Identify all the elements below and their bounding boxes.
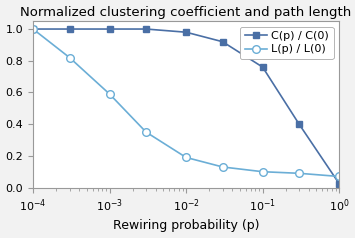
- L(p) / L(0): [297, 172, 301, 175]
- C(p) / C(0): [220, 40, 225, 43]
- L(p) / L(0): [261, 170, 265, 173]
- Line: L(p) / L(0): L(p) / L(0): [29, 25, 343, 180]
- C(p) / C(0): [261, 66, 265, 69]
- Title: Normalized clustering coefficient and path length: Normalized clustering coefficient and pa…: [21, 5, 352, 19]
- C(p) / C(0): [108, 28, 112, 30]
- C(p) / C(0): [144, 28, 148, 30]
- C(p) / C(0): [184, 31, 188, 34]
- L(p) / L(0): [31, 28, 35, 30]
- C(p) / C(0): [337, 182, 341, 185]
- L(p) / L(0): [184, 156, 188, 159]
- C(p) / C(0): [297, 123, 301, 126]
- L(p) / L(0): [108, 93, 112, 95]
- Line: C(p) / C(0): C(p) / C(0): [30, 26, 342, 186]
- Legend: C(p) / C(0), L(p) / L(0): C(p) / C(0), L(p) / L(0): [240, 27, 334, 59]
- C(p) / C(0): [31, 28, 35, 30]
- L(p) / L(0): [144, 131, 148, 134]
- C(p) / C(0): [67, 28, 72, 30]
- L(p) / L(0): [67, 56, 72, 59]
- L(p) / L(0): [220, 166, 225, 169]
- X-axis label: Rewiring probability (p): Rewiring probability (p): [113, 219, 259, 233]
- L(p) / L(0): [337, 175, 341, 178]
